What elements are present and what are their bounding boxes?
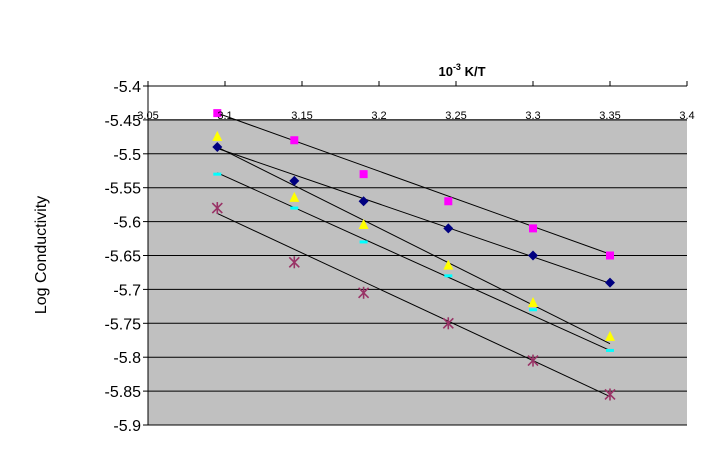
- data-markers: [211, 109, 616, 401]
- data-point-series-2: [443, 223, 454, 234]
- y-tick-label: -5.5: [113, 147, 141, 164]
- data-point-series-5: [604, 388, 616, 401]
- data-point-series-4: [529, 308, 537, 312]
- y-tick-label: -5.7: [113, 282, 141, 299]
- fit-line-series-5: [217, 213, 611, 397]
- x-tick-label: 3.05: [137, 110, 158, 122]
- x-tick-label: 3.4: [679, 110, 694, 122]
- plot-area: [148, 120, 687, 425]
- y-tick-label: -5.9: [113, 418, 141, 435]
- data-point-series-2: [358, 196, 369, 207]
- data-point-series-1: [444, 197, 453, 206]
- data-point-series-2: [528, 250, 538, 261]
- data-point-series-1: [359, 170, 368, 179]
- data-point-series-4: [290, 206, 299, 210]
- x-tick-label: 3.2: [371, 110, 386, 122]
- x-tick-label: 3.1: [217, 110, 232, 122]
- fit-line-series-1: [217, 112, 611, 255]
- y-tick-label: -5.85: [105, 384, 142, 401]
- x-tick-label: 3.35: [599, 110, 620, 122]
- y-tick-label: -5.75: [105, 316, 142, 333]
- data-point-series-3: [289, 191, 300, 202]
- data-point-series-2: [212, 142, 223, 153]
- x-axis-label-superscript: -3: [453, 62, 461, 72]
- data-point-series-5: [358, 286, 370, 299]
- x-tick-label: 3.15: [291, 110, 312, 122]
- data-point-series-4: [606, 348, 614, 352]
- data-point-series-2: [605, 277, 615, 288]
- data-point-series-5: [442, 317, 454, 330]
- y-tick-label: -5.55: [105, 181, 142, 198]
- data-point-series-5: [527, 354, 539, 367]
- data-point-series-4: [444, 274, 453, 278]
- y-tick-label: -5.65: [105, 249, 142, 266]
- data-point-series-3: [605, 330, 615, 341]
- y-tick-label: -5.8: [113, 350, 141, 367]
- data-point-series-4: [359, 240, 368, 244]
- x-tick-labels: 3.05 3.1 3.15 3.2 3.25 3.3 3.35 3.4: [137, 81, 695, 122]
- y-tick-label: -5.4: [113, 79, 141, 96]
- data-point-series-1: [529, 224, 537, 233]
- x-axis-label-suffix: K/T: [461, 64, 486, 79]
- fit-line-series-2: [217, 147, 611, 284]
- y-tick-label: -5.45: [105, 113, 142, 130]
- data-point-series-1: [213, 109, 222, 118]
- data-point-series-2: [289, 175, 300, 186]
- data-point-series-3: [443, 259, 454, 270]
- data-point-series-3: [212, 130, 223, 141]
- data-point-series-5: [211, 202, 223, 215]
- fit-line-series-3: [217, 146, 611, 345]
- x-tick-label: 3.25: [445, 110, 466, 122]
- data-point-series-4: [213, 172, 222, 176]
- y-tick-labels: -5.4 -5.45 -5.5 -5.55 -5.6 -5.65 -5.7 -5.75 -5.8…: [105, 79, 148, 435]
- gridlines: [148, 119, 687, 426]
- x-tick-label: 3.3: [525, 110, 540, 122]
- y-axis-label: Log Conductivity: [33, 196, 50, 314]
- fit-line-series-4: [217, 172, 611, 351]
- data-point-series-3: [358, 218, 369, 229]
- fit-lines: [217, 112, 611, 397]
- data-point-series-1: [606, 251, 614, 260]
- data-point-series-3: [528, 296, 538, 307]
- data-point-series-5: [288, 256, 300, 269]
- x-axis-label: 10-3 K/T: [438, 62, 485, 79]
- x-axis-label-prefix: 10: [438, 64, 452, 79]
- data-point-series-1: [290, 136, 299, 145]
- y-tick-label: -5.6: [113, 215, 141, 232]
